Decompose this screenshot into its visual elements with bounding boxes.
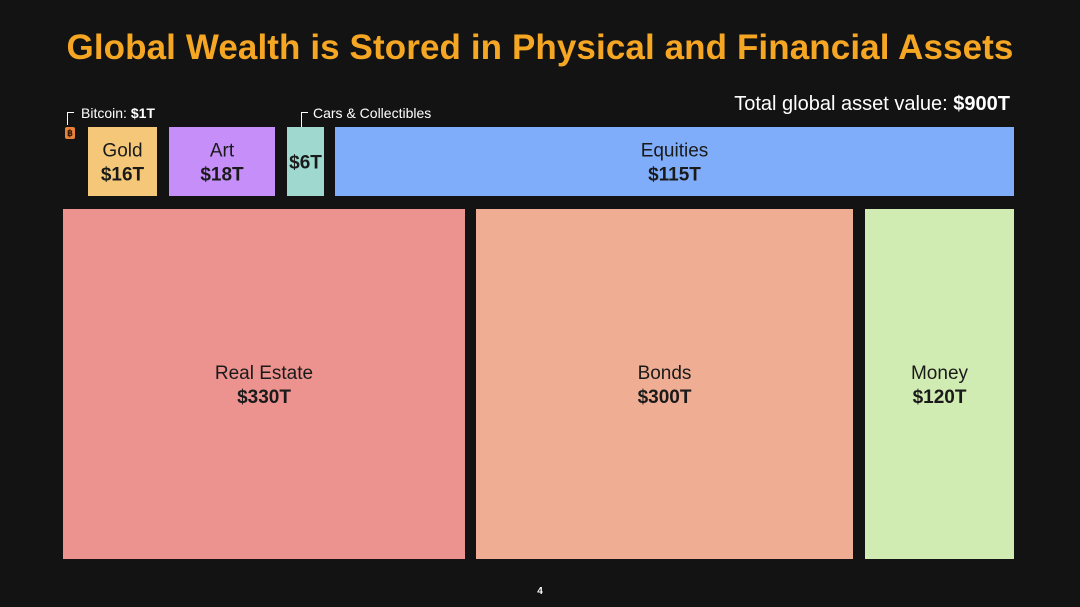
- total-value: $900T: [953, 93, 1010, 115]
- tile-label-art: Art: [210, 141, 235, 162]
- tile-label-bonds: Bonds: [638, 363, 692, 384]
- bitcoin-callout-value: $1T: [130, 105, 155, 121]
- bitcoin-callout-bracket: [67, 112, 74, 125]
- total-asset-value: Total global asset value: $900T: [734, 93, 1010, 116]
- tile-value-equities: $115T: [648, 165, 701, 186]
- tile-rect-art: [169, 127, 275, 196]
- tile-money: Money $120T: [865, 209, 1014, 559]
- tile-equities: Equities $115T: [335, 127, 1014, 196]
- tile-value-cars-and-collectibles: $6T: [289, 153, 322, 174]
- tile-value-money: $120T: [913, 387, 967, 408]
- bitcoin-callout-name: Bitcoin:: [81, 105, 131, 121]
- cars-callout: Cars & Collectibles: [301, 105, 432, 133]
- tile-rect-money: [865, 209, 1014, 559]
- tile-label-money: Money: [911, 363, 969, 384]
- cars-callout-bracket: [301, 112, 308, 133]
- tile-rect-equities: [335, 127, 1014, 196]
- tile-label-real-estate: Real Estate: [215, 363, 313, 384]
- tile-art: Art $18T: [169, 127, 275, 196]
- tile-rect-cars-and-collectibles: [287, 127, 324, 196]
- bitcoin-icon: ฿: [65, 127, 75, 139]
- tile-gold: Gold $16T: [88, 127, 157, 196]
- tile-value-real-estate: $330T: [237, 387, 291, 408]
- tile-value-art: $18T: [200, 165, 244, 186]
- tile-cars-and-collectibles: $6T: [287, 127, 324, 196]
- tile-bonds: Bonds $300T: [476, 209, 853, 559]
- bitcoin-callout: Bitcoin: $1T: [67, 105, 155, 125]
- total-label: Total global asset value:: [734, 93, 954, 115]
- tile-real-estate: Real Estate $330T: [63, 209, 465, 559]
- page-number: 4: [537, 586, 543, 597]
- tile-rect-real-estate: [63, 209, 465, 559]
- tile-value-gold: $16T: [101, 165, 145, 186]
- page-title: Global Wealth is Stored in Physical and …: [66, 28, 1014, 67]
- tile-value-bonds: $300T: [638, 387, 692, 408]
- tile-label-equities: Equities: [641, 141, 709, 162]
- tile-label-gold: Gold: [102, 141, 142, 162]
- tile-rect-gold: [88, 127, 157, 196]
- tile-rect-bonds: [476, 209, 853, 559]
- cars-callout-label: Cars & Collectibles: [313, 105, 432, 121]
